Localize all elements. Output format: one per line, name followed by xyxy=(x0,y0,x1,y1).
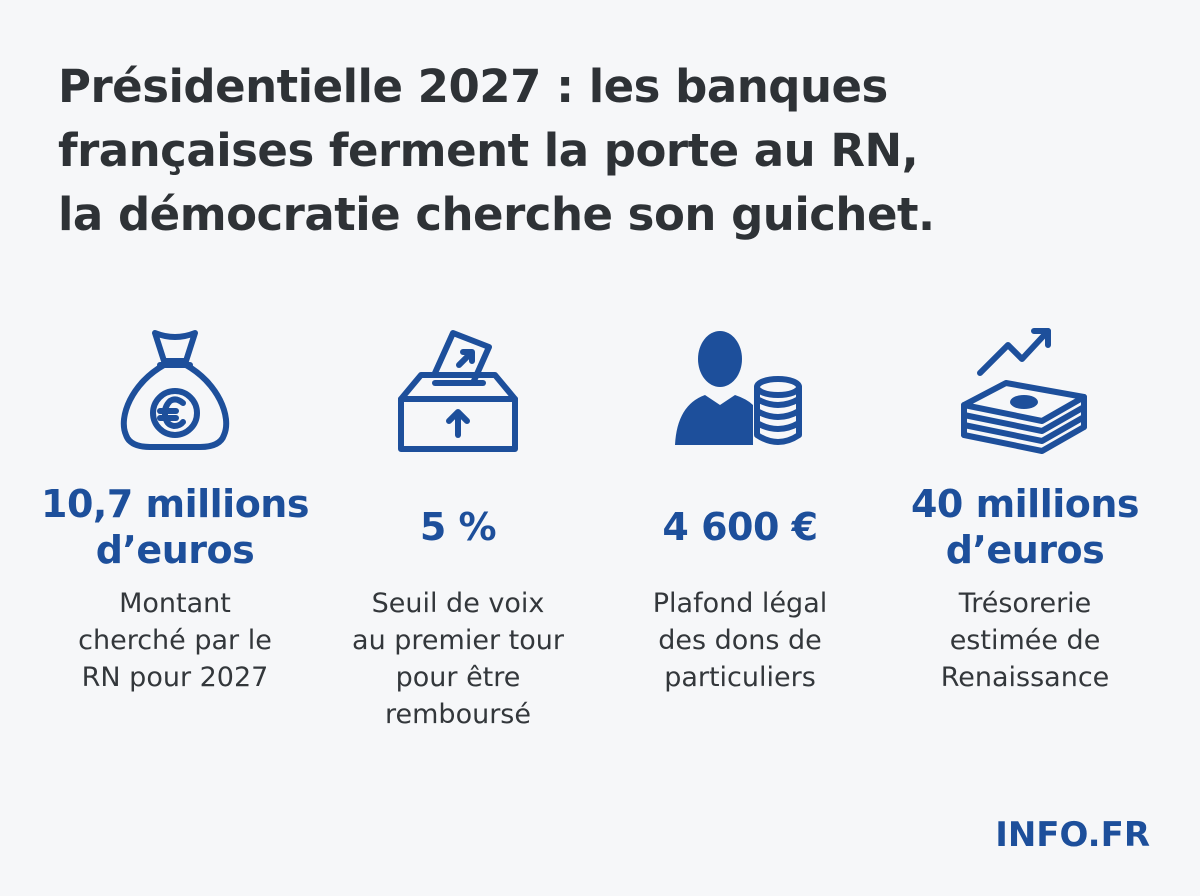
money-bag-icon xyxy=(120,330,230,450)
caption: Montant cherché par le RN pour 2027 xyxy=(25,585,325,696)
donor-icon xyxy=(675,331,802,445)
caption: Seuil de voix au premier tour pour être … xyxy=(308,585,608,733)
title-line: Présidentielle 2027 : les banques xyxy=(58,60,888,113)
title: Présidentielle 2027 : les banques frança… xyxy=(58,55,935,247)
figure-line: 5 % xyxy=(419,505,497,549)
caption-line: estimée de xyxy=(949,625,1101,656)
cash-icon xyxy=(961,328,1087,454)
caption-line: Seuil de voix xyxy=(371,588,545,619)
caption-line: Plafond légal xyxy=(652,588,828,619)
figure-line: d’euros xyxy=(95,528,255,572)
caption-line: cherché par le xyxy=(78,625,272,656)
caption-line: RN pour 2027 xyxy=(81,662,269,693)
title-line: françaises ferment la porte au RN, xyxy=(58,124,919,177)
title-line: la démocratie cherche son guichet. xyxy=(58,188,935,241)
caption-line: pour être xyxy=(395,662,521,693)
figure: 4 600 € xyxy=(590,475,890,579)
figure: 10,7 millions d’euros xyxy=(25,475,325,579)
caption-line: remboursé xyxy=(385,699,531,730)
figure: 5 % xyxy=(308,475,608,579)
caption: Plafond légal des dons de particuliers xyxy=(590,585,890,696)
stat: 5 % Seuil de voix au premier tour pour ê… xyxy=(308,325,608,733)
caption-line: particuliers xyxy=(664,662,816,693)
figure-line: d’euros xyxy=(945,528,1105,572)
stat: 40 millions d’euros Trésorerie estimée d… xyxy=(875,325,1175,696)
stat: 10,7 millions d’euros Montant cherché pa… xyxy=(25,325,325,696)
caption-line: Trésorerie xyxy=(958,588,1092,619)
caption-line: des dons de xyxy=(658,625,822,656)
caption-line: Renaissance xyxy=(940,662,1110,693)
figure-line: 4 600 € xyxy=(662,505,818,549)
figure: 40 millions d’euros xyxy=(875,475,1175,579)
stat: 4 600 € Plafond légal des dons de partic… xyxy=(590,325,890,696)
caption: Trésorerie estimée de Renaissance xyxy=(875,585,1175,696)
ballot-box-icon xyxy=(398,330,518,452)
caption-line: au premier tour xyxy=(352,625,564,656)
figure-line: 40 millions xyxy=(910,482,1140,526)
figure-line: 10,7 millions xyxy=(41,482,309,526)
caption-line: Montant xyxy=(119,588,231,619)
logo: INFO.FR xyxy=(995,815,1150,855)
